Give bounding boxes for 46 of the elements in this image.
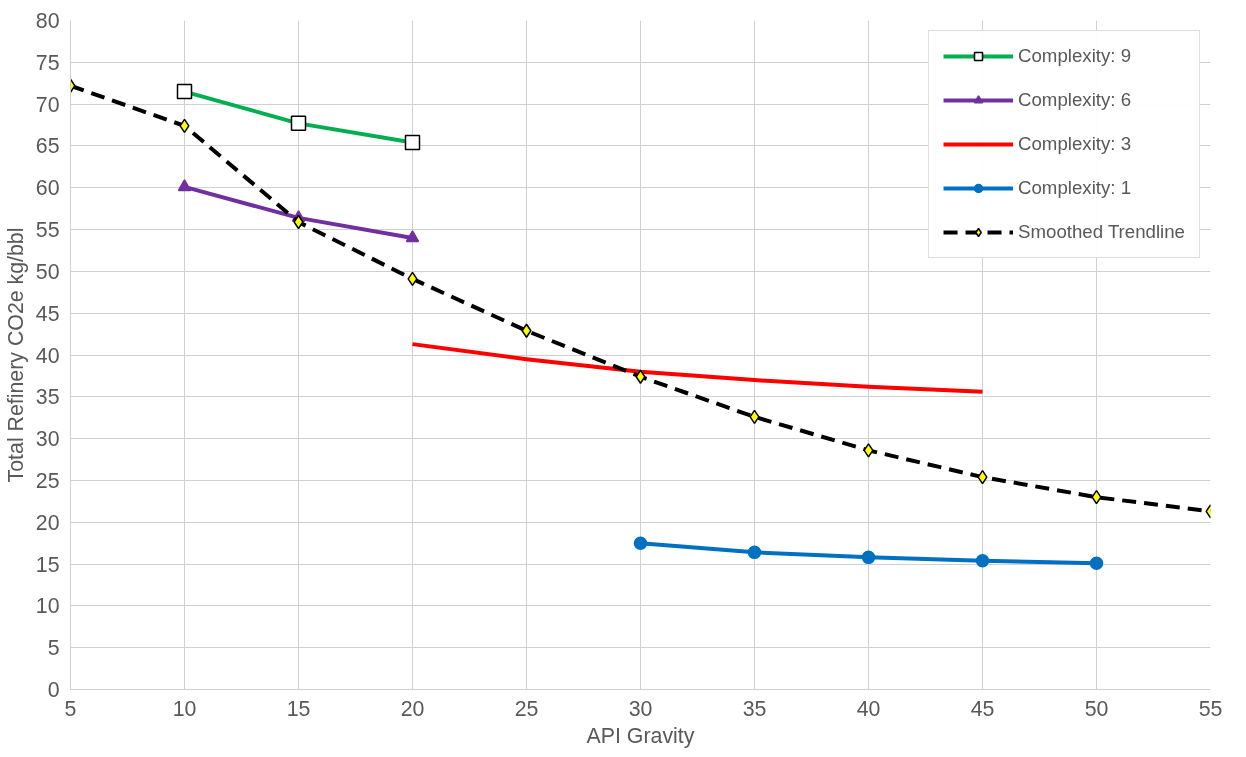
y-tick-label: 70 [35,92,60,117]
x-tick-label: 55 [1198,696,1223,721]
x-tick-label: 45 [970,696,995,721]
legend-label: Smoothed Trendline [1018,221,1185,243]
x-tick-label: 20 [400,696,425,721]
legend-label: Complexity: 1 [1018,177,1132,199]
point [635,369,646,384]
y-tick-label: 50 [35,259,60,284]
y-tick-label: 80 [35,9,60,33]
point [633,536,648,550]
legend-label: Complexity: 9 [1018,45,1132,67]
y-tick-label: 65 [35,134,60,159]
point [177,179,192,192]
x-tick-label: 25 [514,696,539,721]
y-tick-label: 60 [35,176,60,201]
y-tick-label: 75 [35,50,60,75]
y-tick-label: 25 [35,468,60,493]
x-tick-label: 5 [64,696,77,721]
y-tick-label: 0 [47,678,60,702]
y-axis-title: Total Refinery CO2e kg/bbl [3,227,28,483]
x-tick-label: 30 [628,696,653,721]
x-tick-label: 35 [742,696,767,721]
y-tick-label: 15 [35,552,60,577]
y-tick-label: 55 [35,218,60,243]
point [521,323,532,338]
point [405,230,420,243]
point [747,545,762,560]
x-tick-label: 50 [1084,696,1109,721]
legend-label: Complexity: 6 [1018,89,1132,111]
y-tick-label: 35 [35,385,60,410]
line-series [410,342,985,394]
y-tick-label: 20 [35,510,60,535]
y-tick-label: 45 [35,301,60,326]
point [975,553,990,568]
legend-label: Complexity: 3 [1018,133,1132,155]
y-tick-label: 40 [35,343,60,368]
x-tick-label: 40 [856,696,881,721]
x-tick-label: 10 [172,696,197,721]
y-tick-label: 5 [47,636,60,661]
y-tick-label: 10 [35,594,60,619]
x-tick-label: 15 [286,696,311,721]
point [861,550,876,565]
point [1089,556,1104,570]
y-tick-label: 30 [35,427,60,452]
x-axis-title: API Gravity [586,723,695,748]
point [863,443,874,458]
